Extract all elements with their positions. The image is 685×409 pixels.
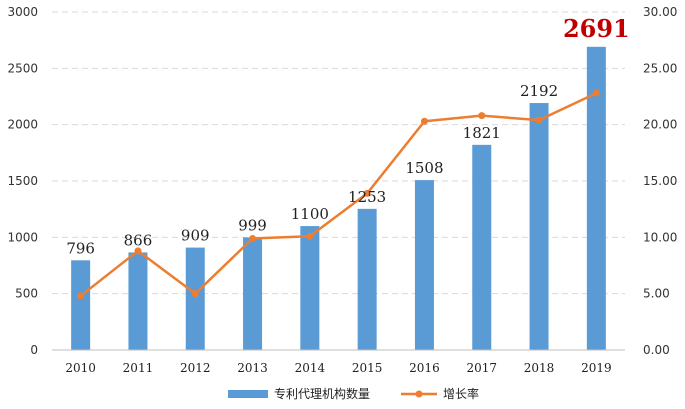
bar <box>414 180 434 350</box>
x-tick-label: 2019 <box>581 361 612 375</box>
bar <box>472 144 492 350</box>
data-label: 1253 <box>348 188 386 206</box>
y-right-tick-label: 25.00 <box>643 61 677 75</box>
y-left-tick-label: 3000 <box>7 5 38 19</box>
y-axis-right: 0.00 5.00 10.00 15.00 20.00 25.00 30.00 <box>643 5 677 357</box>
data-label: 866 <box>124 231 153 249</box>
data-labels: 796 866 909 999 1100 1253 1508 1821 2192 2691 <box>66 14 629 258</box>
y-right-tick-label: 15.00 <box>643 174 677 188</box>
y-right-tick-label: 20.00 <box>643 118 677 132</box>
x-axis: 2010 2011 2012 2013 2014 2015 2016 2017 2018 2019 <box>52 349 625 375</box>
x-tick-label: 2012 <box>180 361 211 375</box>
bar <box>586 46 606 351</box>
x-tick-label: 2011 <box>123 361 154 375</box>
y-axis-left: 0 500 1000 1500 2000 2500 3000 <box>7 5 38 357</box>
legend-label-line: 增长率 <box>443 386 479 401</box>
data-label: 999 <box>238 216 267 234</box>
line-point <box>535 116 543 124</box>
y-left-tick-label: 2500 <box>7 61 38 75</box>
x-tick-label: 2018 <box>524 361 555 375</box>
line-point <box>134 247 142 255</box>
data-label: 1508 <box>405 159 443 177</box>
gridlines <box>52 11 625 295</box>
line-point <box>306 232 314 240</box>
y-right-tick-label: 10.00 <box>643 230 677 244</box>
data-label: 2192 <box>520 82 558 100</box>
line-point <box>249 234 257 242</box>
line-point <box>77 292 85 300</box>
x-tick-label: 2013 <box>237 361 268 375</box>
bar <box>71 260 91 350</box>
x-tick-label: 2010 <box>65 361 96 375</box>
x-tick-label: 2016 <box>409 361 440 375</box>
y-left-tick-label: 0 <box>30 343 38 357</box>
y-right-tick-label: 0.00 <box>643 343 670 357</box>
bar <box>185 247 205 350</box>
bar <box>357 208 377 350</box>
y-left-tick-label: 1500 <box>7 174 38 188</box>
data-label: 2691 <box>563 14 630 43</box>
line-point <box>592 89 600 97</box>
x-tick-label: 2017 <box>466 361 497 375</box>
growth-rate-line <box>79 91 597 297</box>
data-label: 796 <box>66 239 95 257</box>
y-left-tick-label: 1000 <box>7 230 38 244</box>
y-right-tick-label: 5.00 <box>643 287 670 301</box>
y-left-tick-label: 500 <box>15 287 38 301</box>
line-point <box>420 117 428 125</box>
data-label: 1100 <box>291 205 329 223</box>
line-point <box>478 112 486 120</box>
bar <box>128 252 148 350</box>
y-right-tick-label: 30.00 <box>643 5 677 19</box>
legend-swatch-marker <box>415 390 423 398</box>
bar <box>243 237 263 350</box>
bar <box>300 226 320 350</box>
data-label: 1821 <box>463 124 501 142</box>
data-label: 909 <box>181 227 210 245</box>
line-point <box>191 290 199 298</box>
x-tick-label: 2015 <box>352 361 383 375</box>
legend-swatch-bar <box>228 390 268 398</box>
legend-label-bar: 专利代理机构数量 <box>274 386 370 401</box>
y-left-tick-label: 2000 <box>7 118 38 132</box>
legend: 专利代理机构数量 增长率 <box>228 386 479 401</box>
bar <box>529 103 549 350</box>
x-tick-label: 2014 <box>295 361 326 375</box>
line-point <box>363 189 371 197</box>
bar-series <box>71 46 606 351</box>
line-series <box>77 89 600 300</box>
